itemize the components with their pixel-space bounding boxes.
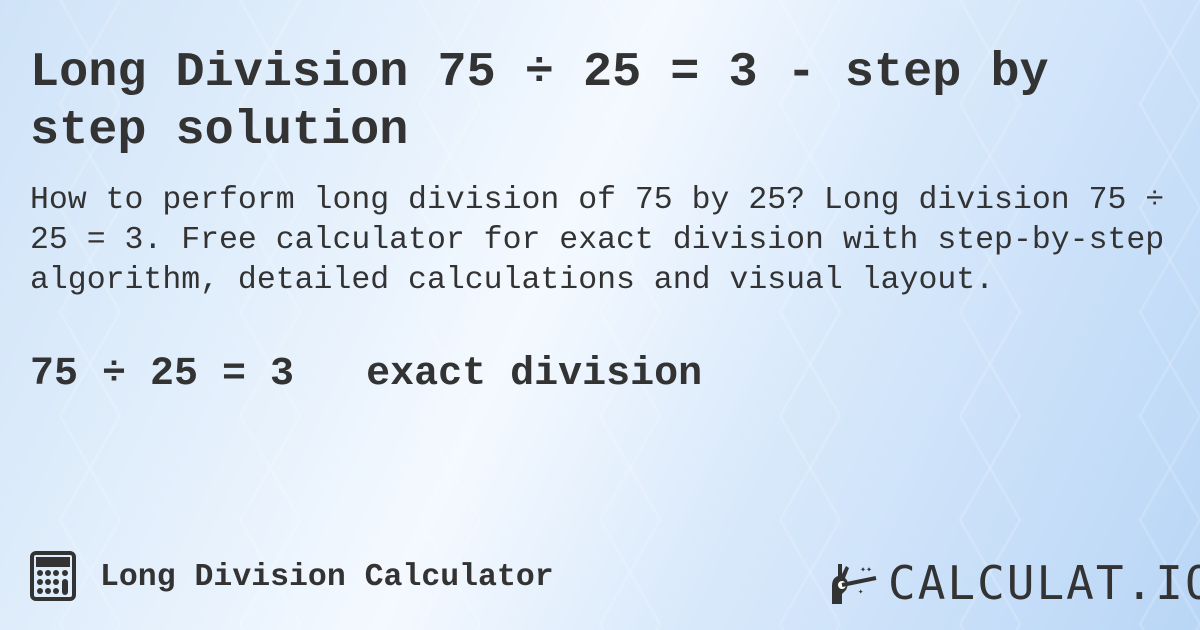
logo-text: CALCULAT.IO: [888, 556, 1200, 610]
description: How to perform long division of 75 by 25…: [30, 183, 1165, 298]
result-line: 75 ÷ 25 = 3 exact division: [30, 352, 702, 397]
logo[interactable]: ✦✦ ✦ CALCULAT.IO: [828, 556, 1200, 610]
svg-text:✦✦: ✦✦: [860, 565, 872, 576]
result-equation: 75 ÷ 25 = 3: [30, 352, 295, 397]
svg-text:✦: ✦: [858, 587, 864, 597]
result-type: exact division: [366, 352, 703, 397]
page-title: Long Division 75 ÷ 25 = 3 - step by step…: [30, 45, 1049, 158]
magic-hand-icon: ✦✦ ✦: [832, 564, 877, 604]
footer-label: Long Division Calculator: [100, 560, 554, 595]
calculator-icon: [30, 551, 76, 601]
